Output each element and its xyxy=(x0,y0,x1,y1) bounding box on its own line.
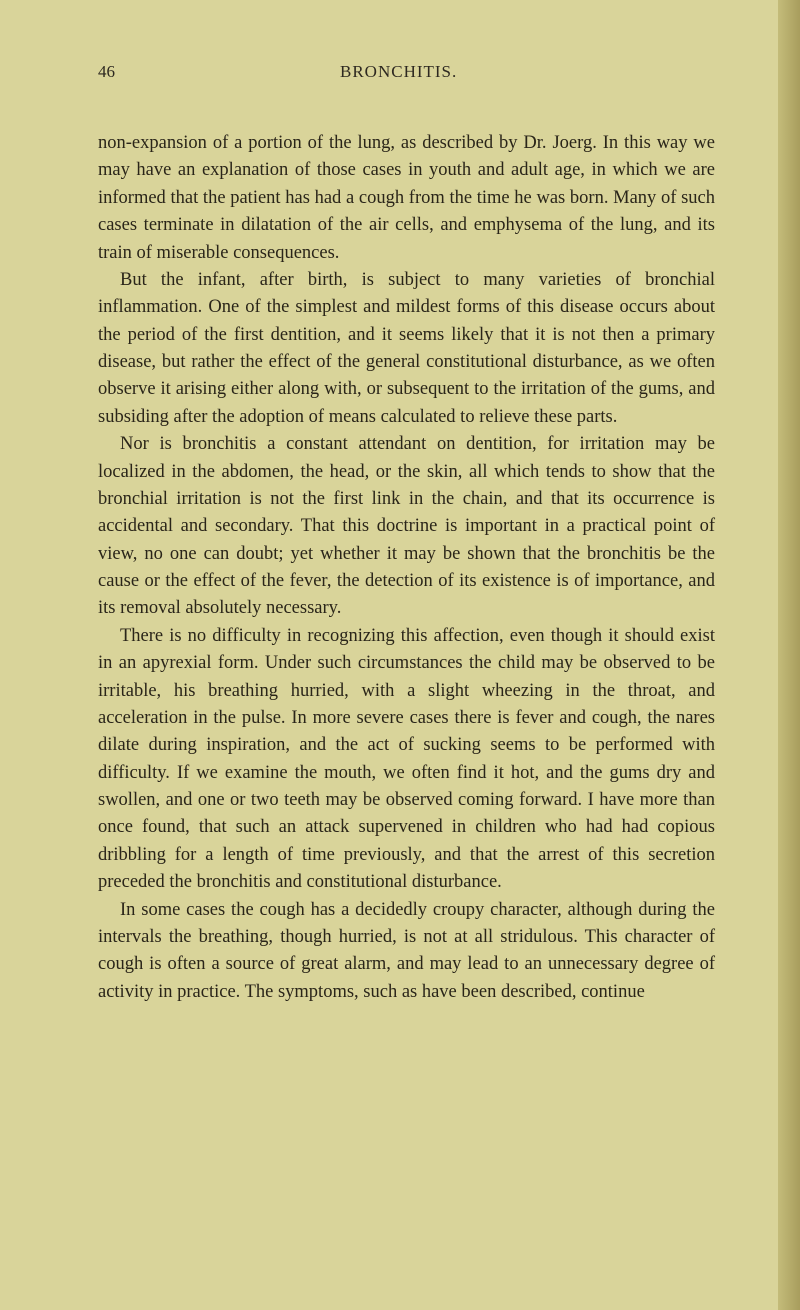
page-container: 46 BRONCHITIS. non-expansion of a portio… xyxy=(0,0,800,1056)
body-text: non-expansion of a portion of the lung, … xyxy=(98,130,715,1006)
page-edge-shadow xyxy=(778,0,800,1310)
paragraph-2: But the infant, after birth, is subject … xyxy=(98,267,715,431)
page-header: 46 BRONCHITIS. xyxy=(98,62,715,82)
paragraph-5: In some cases the cough has a decidedly … xyxy=(98,897,715,1007)
page-header-title: BRONCHITIS. xyxy=(340,62,457,82)
paragraph-1: non-expansion of a portion of the lung, … xyxy=(98,130,715,267)
paragraph-3: Nor is bronchitis a constant attendant o… xyxy=(98,431,715,623)
paragraph-4: There is no difficulty in recognizing th… xyxy=(98,623,715,897)
page-number: 46 xyxy=(98,62,115,82)
